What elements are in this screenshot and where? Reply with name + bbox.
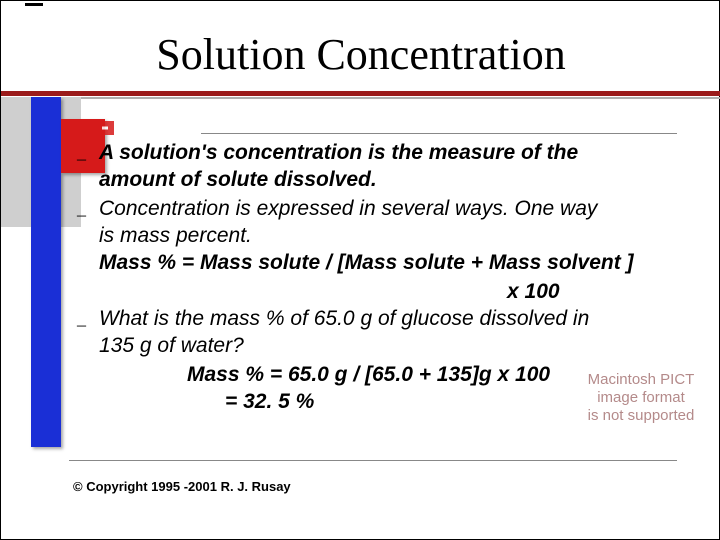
bullet-line: A solution's concentration is the measur… xyxy=(99,141,578,164)
bullet-line: 135 g of water? xyxy=(99,334,244,357)
placeholder-line: is not supported xyxy=(588,407,695,424)
bullet-text: Concentration is expressed in several wa… xyxy=(99,195,634,276)
bullet-glyph-icon: _ xyxy=(77,305,99,331)
sidebar-blue-block xyxy=(31,97,61,447)
bullet-line: amount of solute dissolved. xyxy=(99,168,377,191)
bullet-item: _ What is the mass % of 65.0 g of glucos… xyxy=(77,305,697,359)
bullet-line: Mass % = Mass solute / [Mass solute + Ma… xyxy=(99,251,634,274)
bullet-text: What is the mass % of 65.0 g of glucose … xyxy=(99,305,589,359)
placeholder-line: image format xyxy=(597,389,685,406)
bullet-item: _ A solution's concentration is the meas… xyxy=(77,139,697,193)
bullet-line: What is the mass % of 65.0 g of glucose … xyxy=(99,307,589,330)
placeholder-line: Macintosh PICT xyxy=(588,371,695,388)
page-title: Solution Concentration xyxy=(1,29,720,80)
accent-bar xyxy=(1,91,720,96)
bullet-line: x 100 xyxy=(77,278,697,305)
bullet-glyph-icon: _ xyxy=(77,195,99,221)
bullet-glyph-icon: _ xyxy=(77,139,99,165)
logo-icon xyxy=(96,121,114,135)
slide: Solution Concentration _ A solution's co… xyxy=(0,0,720,540)
bullet-text: A solution's concentration is the measur… xyxy=(99,139,578,193)
corner-tick xyxy=(25,3,43,6)
bullet-line: is mass percent. xyxy=(99,224,252,247)
missing-image-placeholder: Macintosh PICT image format is not suppo… xyxy=(576,371,706,425)
copyright-text: © Copyright 1995 -2001 R. J. Rusay xyxy=(73,479,291,494)
accent-bar-shadow xyxy=(1,97,720,99)
bullet-line: Concentration is expressed in several wa… xyxy=(99,197,597,220)
bullet-item: _ Concentration is expressed in several … xyxy=(77,195,697,276)
